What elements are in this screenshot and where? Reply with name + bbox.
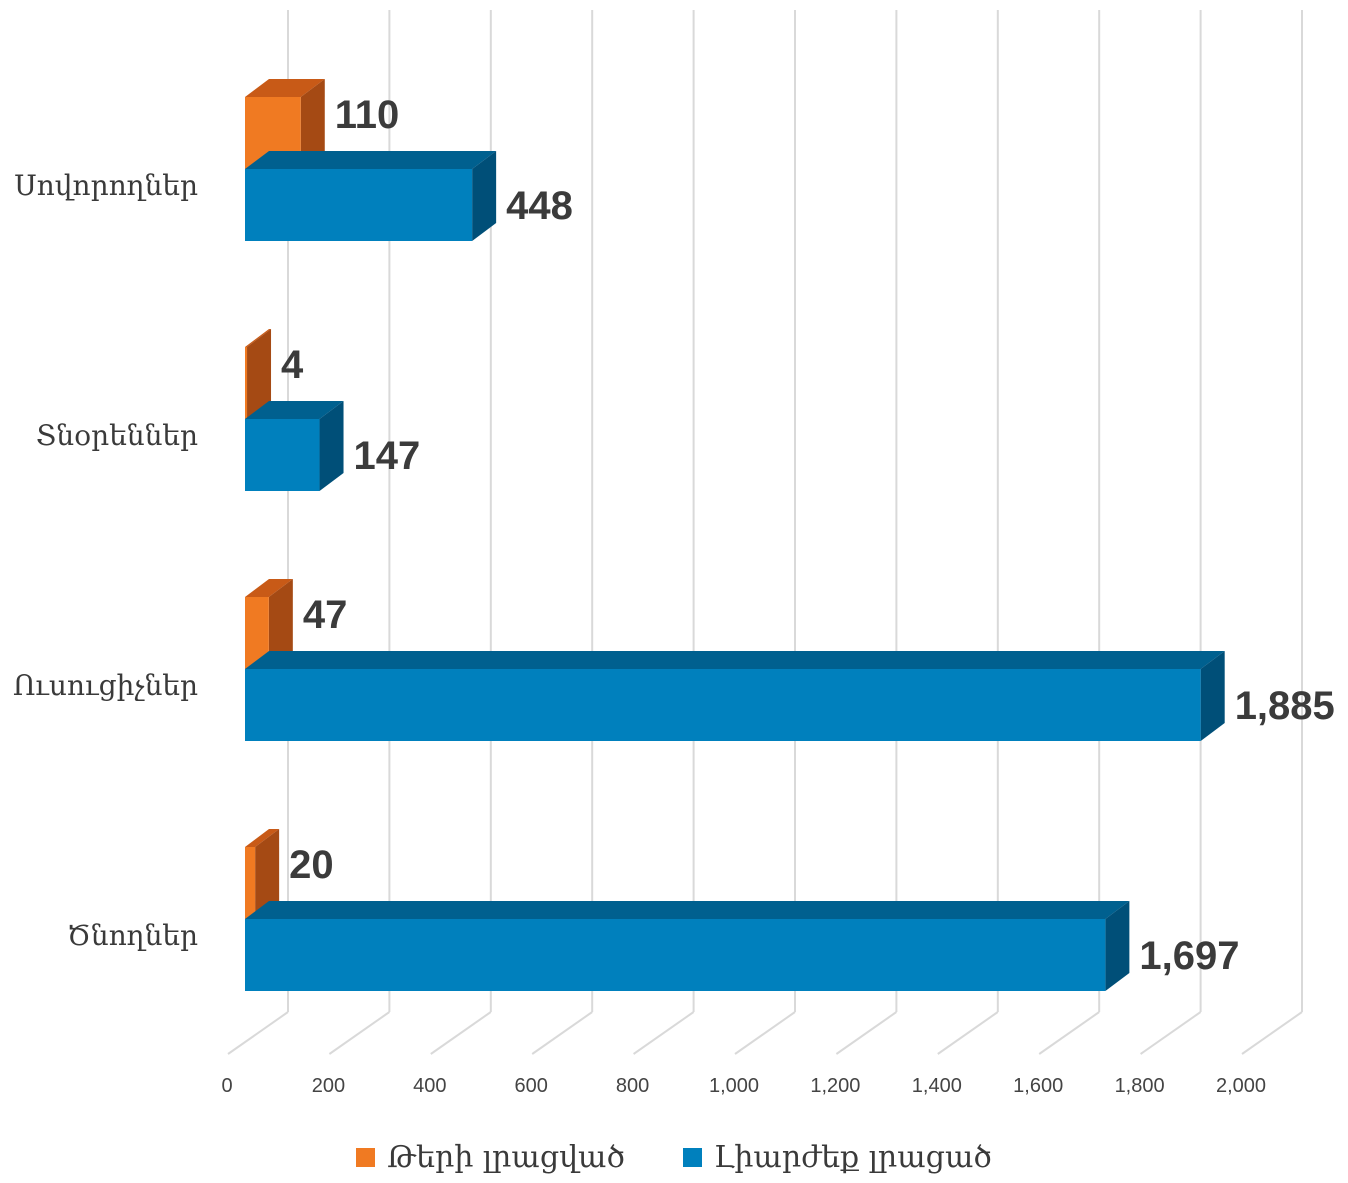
floor-gridline <box>1038 1011 1100 1055</box>
data-label: 20 <box>289 843 334 887</box>
data-label: 110 <box>335 93 400 137</box>
bar-side-face <box>1200 651 1225 741</box>
bar <box>245 847 256 919</box>
data-label: 4 <box>281 343 304 387</box>
data-label: 147 <box>354 434 421 478</box>
bar-side-face <box>255 829 280 919</box>
bar <box>245 169 473 241</box>
floor-gridline <box>227 1011 289 1055</box>
bar-top-face <box>245 329 272 347</box>
bar-top-face <box>245 901 1130 919</box>
x-tick-label: 0 <box>221 1075 232 1097</box>
gridlines <box>227 10 1303 1055</box>
data-label: 448 <box>506 184 573 228</box>
bar-side-face <box>268 579 293 669</box>
bar <box>245 669 1201 741</box>
bar-side-face <box>319 401 344 491</box>
bar <box>245 347 248 419</box>
floor-gridline <box>937 1011 999 1055</box>
legend: Թերի լրացված Լիարժեք լրացած <box>0 1140 1348 1175</box>
bar-top-face <box>245 579 293 597</box>
bar-top-face <box>245 829 280 847</box>
floor-gridline <box>531 1011 593 1055</box>
floor-gridline <box>835 1011 897 1055</box>
legend-item-complete: Լիարժեք լրացած <box>682 1140 992 1175</box>
data-label: 1,697 <box>1139 934 1239 978</box>
x-tick-label: 1,800 <box>1115 1075 1165 1097</box>
bar-side-face <box>472 151 497 241</box>
category-label: Ծնողներ <box>67 919 198 952</box>
x-tick-label: 1,000 <box>709 1075 759 1097</box>
bar-top-face <box>245 79 325 97</box>
bar-chart: 0 200 400 600 800 1,000 1,200 1,400 1,600 1,800 2,… <box>13 10 1335 1097</box>
legend-label-complete: Լիարժեք լրացած <box>713 1140 992 1175</box>
x-tick-label: 400 <box>413 1075 446 1097</box>
category-label: Ուսուցիչներ <box>13 669 198 702</box>
bar-side-face <box>300 79 325 169</box>
floor-gridline <box>430 1011 492 1055</box>
labels: 0 200 400 600 800 1,000 1,200 1,400 1,600 1,800 2,… <box>13 93 1335 1097</box>
x-tick-label: 800 <box>616 1075 649 1097</box>
bar-top-face <box>245 401 344 419</box>
x-tick-label: 2,000 <box>1216 1075 1266 1097</box>
legend-swatch-complete <box>682 1148 702 1167</box>
category-label: Սովորողներ <box>14 169 198 202</box>
category-label: Տնօրեններ <box>36 419 198 452</box>
bar-side-face <box>1105 901 1130 991</box>
bar-side-face <box>247 329 272 419</box>
bar <box>245 597 269 669</box>
legend-label-partial: Թերի լրացված <box>387 1140 625 1175</box>
floor-gridline <box>328 1011 390 1055</box>
bar <box>245 919 1106 991</box>
bar-top-face <box>245 651 1225 669</box>
bar-top-face <box>245 151 497 169</box>
legend-swatch-partial <box>356 1148 376 1167</box>
legend-item-partial: Թերի լրացված <box>356 1140 625 1175</box>
x-tick-label: 200 <box>312 1075 345 1097</box>
data-label: 1,885 <box>1235 684 1335 728</box>
x-tick-label: 600 <box>515 1075 548 1097</box>
floor-gridline <box>1140 1011 1202 1055</box>
data-label: 47 <box>303 593 348 637</box>
x-tick-label: 1,600 <box>1013 1075 1063 1097</box>
x-tick-label: 1,200 <box>810 1075 860 1097</box>
floor-gridline <box>1241 1011 1303 1055</box>
bar <box>245 419 320 491</box>
floor-gridline <box>734 1011 796 1055</box>
x-tick-label: 1,400 <box>912 1075 962 1097</box>
floor-gridline <box>633 1011 695 1055</box>
bars <box>245 79 1225 991</box>
